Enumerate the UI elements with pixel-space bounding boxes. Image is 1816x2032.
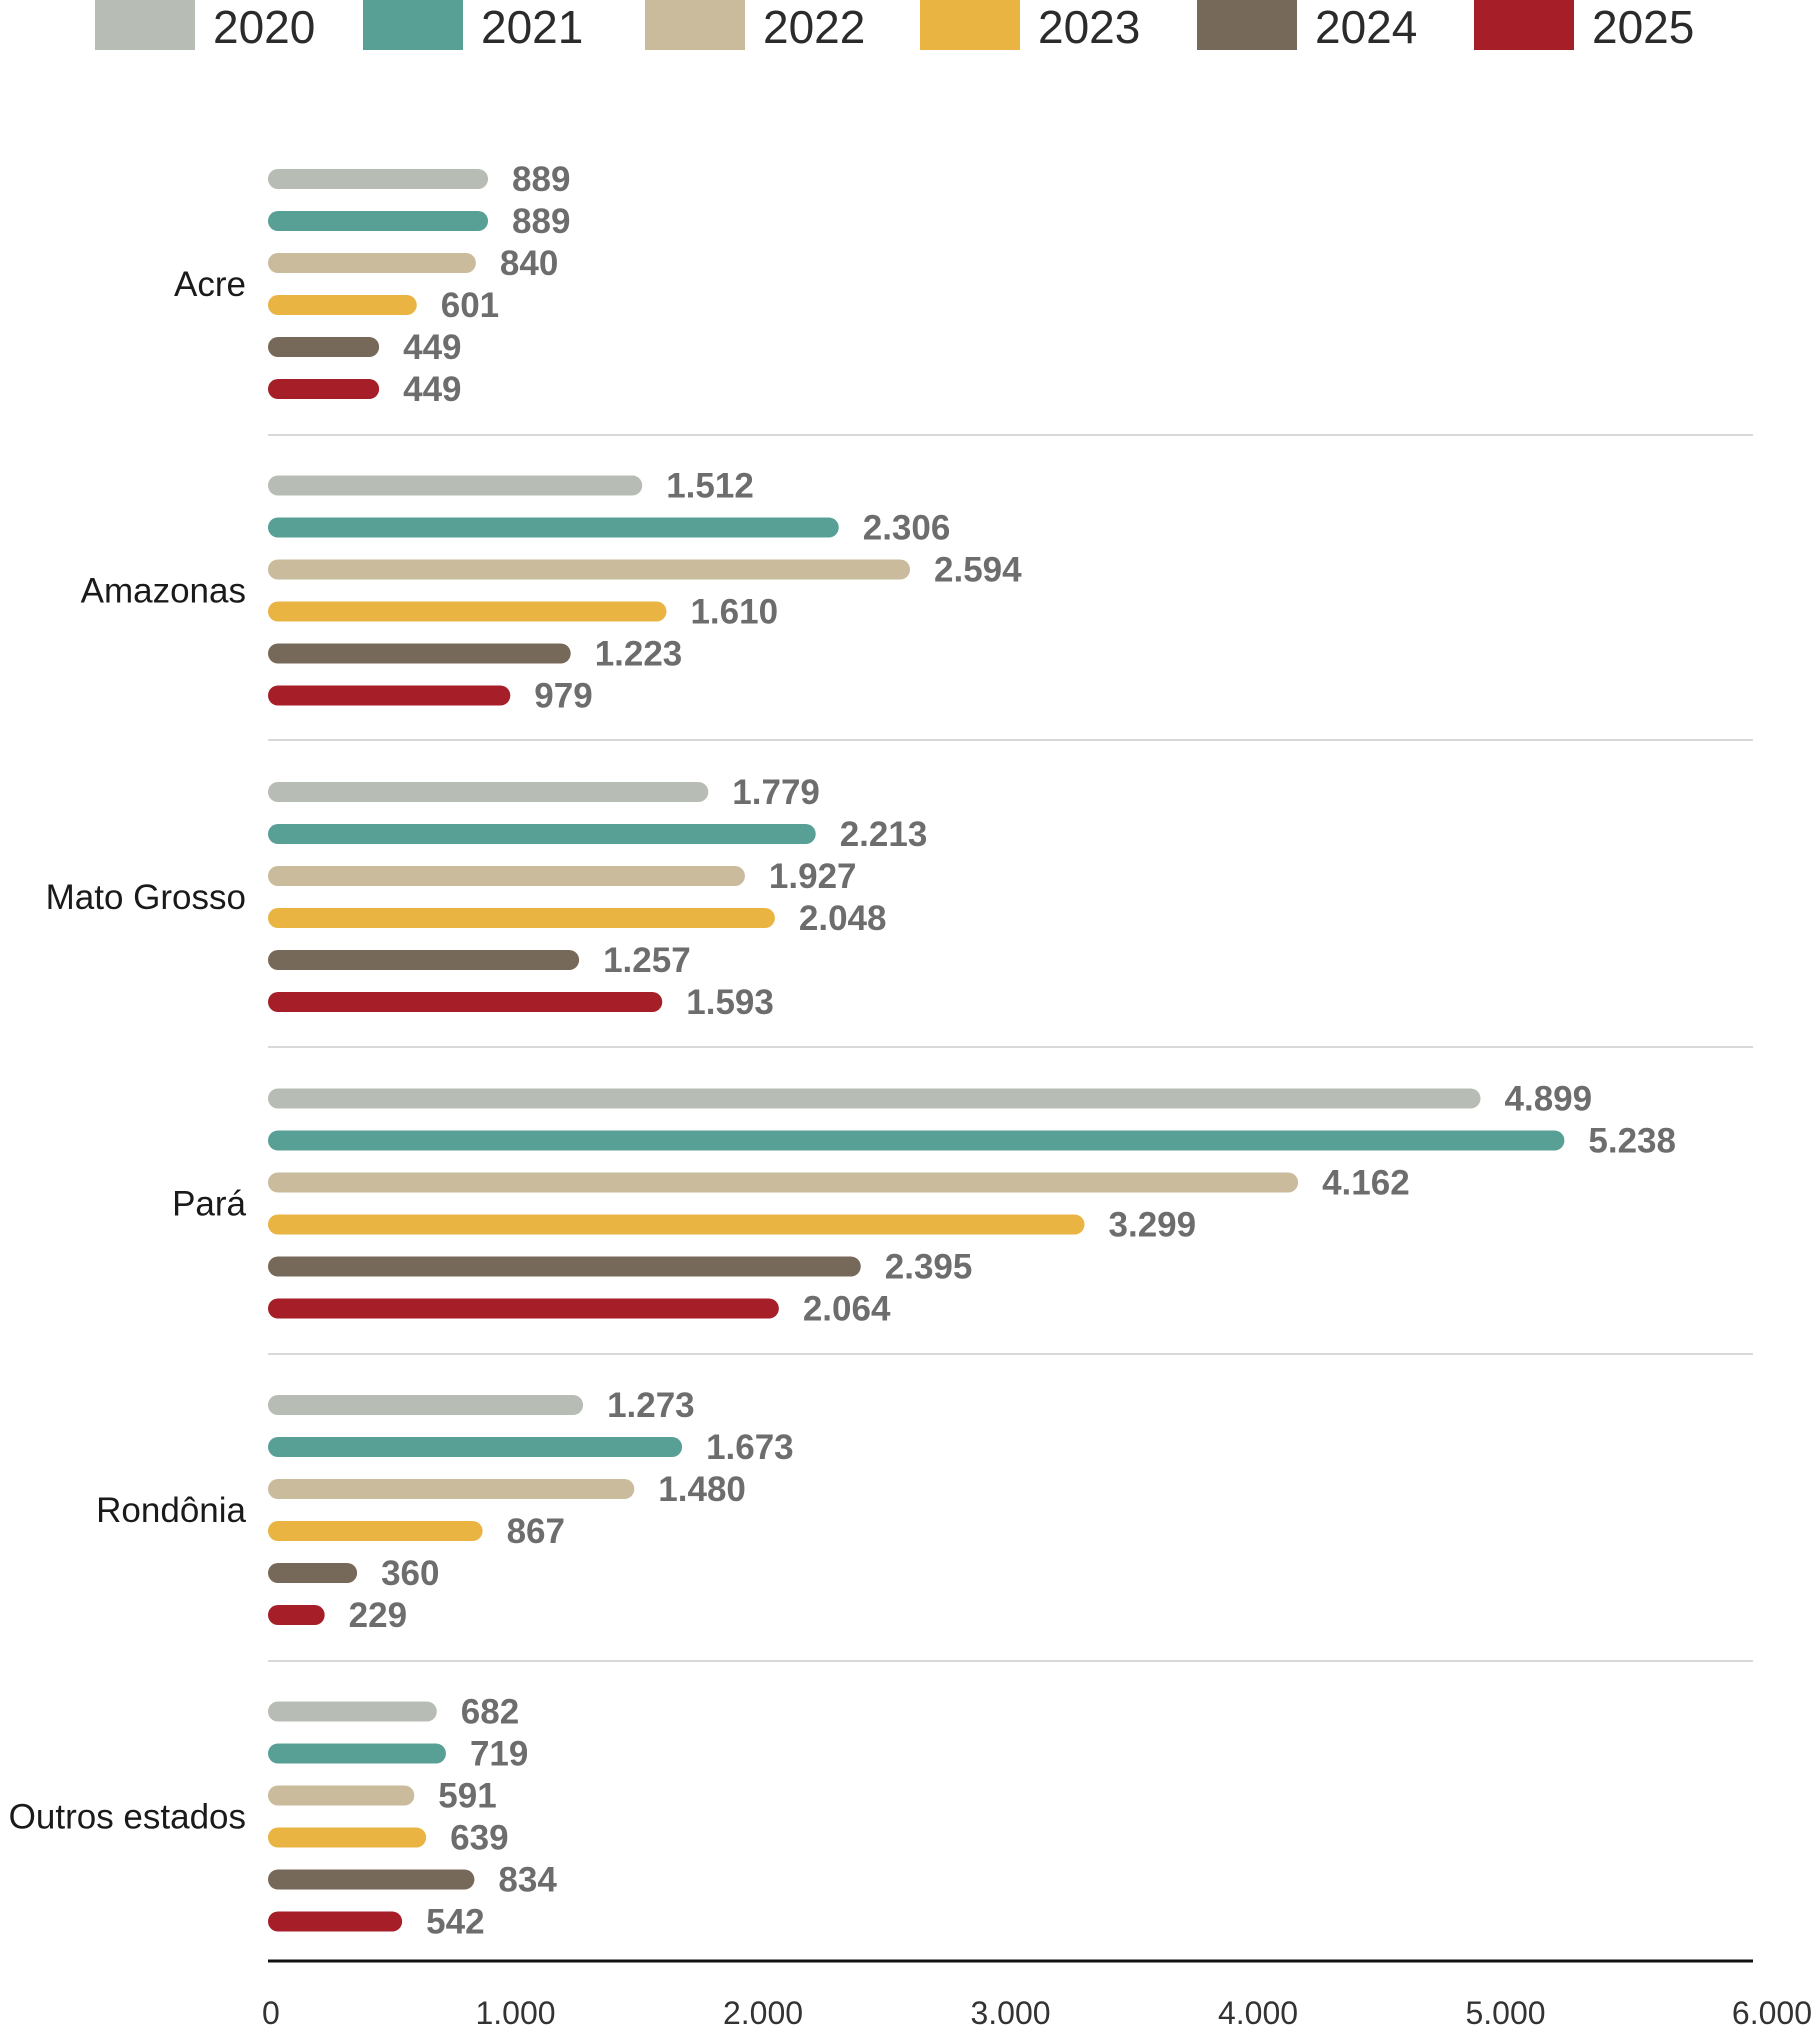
x-tick-label: 0 bbox=[262, 1995, 280, 2031]
x-tick-label: 6.000 bbox=[1732, 1995, 1812, 2031]
legend-swatch-2024 bbox=[1197, 0, 1297, 50]
category-label-amazonas: Amazonas bbox=[81, 572, 246, 611]
x-tick-label: 3.000 bbox=[970, 1995, 1050, 2031]
data-label-acre-2021: 889 bbox=[512, 202, 570, 241]
data-label-rondonia-2025: 229 bbox=[349, 1596, 407, 1635]
category-label-mato-grosso: Mato Grosso bbox=[46, 878, 246, 917]
legend-label-2021: 2021 bbox=[481, 1, 583, 53]
data-label-rondonia-2022: 1.480 bbox=[658, 1470, 746, 1509]
legend-swatch-2025 bbox=[1474, 0, 1574, 50]
data-label-acre-2025: 449 bbox=[403, 370, 461, 409]
legend-label-2022: 2022 bbox=[763, 1, 865, 53]
category-label-para: Pará bbox=[172, 1185, 246, 1224]
data-label-amazonas-2020: 1.512 bbox=[666, 467, 754, 506]
data-label-acre-2023: 601 bbox=[441, 286, 499, 325]
data-label-outros-estados-2022: 591 bbox=[438, 1777, 496, 1816]
data-label-acre-2024: 449 bbox=[403, 328, 461, 367]
category-labels: Acre Amazonas Mato Grosso Pará Rondônia Outro… bbox=[9, 265, 247, 1837]
x-tick-label: 4.000 bbox=[1218, 1995, 1298, 2031]
data-label-para-2020: 4.899 bbox=[1505, 1080, 1593, 1119]
legend-swatch-2020 bbox=[95, 0, 195, 50]
group-separators bbox=[268, 434, 1753, 1662]
data-label-rondonia-2023: 867 bbox=[507, 1512, 565, 1551]
data-label-amazonas-2021: 2.306 bbox=[863, 509, 951, 548]
data-label-mato-grosso-2023: 2.048 bbox=[799, 899, 887, 938]
data-label-para-2023: 3.299 bbox=[1109, 1206, 1197, 1245]
legend-label-2025: 2025 bbox=[1592, 1, 1694, 53]
data-label-amazonas-2024: 1.223 bbox=[595, 635, 683, 674]
category-label-acre: Acre bbox=[174, 265, 246, 304]
data-label-amazonas-2022: 2.594 bbox=[934, 551, 1022, 590]
legend-label-2023: 2023 bbox=[1038, 1, 1140, 53]
x-axis: 0 1.000 2.000 3.000 4.000 5.000 6.000 bbox=[262, 1959, 1812, 2031]
data-label-mato-grosso-2021: 2.213 bbox=[840, 815, 928, 854]
data-label-mato-grosso-2024: 1.257 bbox=[603, 941, 691, 980]
data-label-amazonas-2025: 979 bbox=[534, 677, 592, 716]
data-label-acre-2022: 840 bbox=[500, 244, 558, 283]
x-tick-label: 2.000 bbox=[723, 1995, 803, 2031]
data-label-para-2024: 2.395 bbox=[885, 1248, 973, 1287]
data-label-outros-estados-2020: 682 bbox=[461, 1693, 519, 1732]
data-label-outros-estados-2021: 719 bbox=[470, 1735, 528, 1774]
category-label-outros-estados: Outros estados bbox=[9, 1798, 246, 1837]
data-label-para-2025: 2.064 bbox=[803, 1290, 891, 1329]
data-label-mato-grosso-2022: 1.927 bbox=[769, 857, 857, 896]
x-tick-label: 1.000 bbox=[475, 1995, 555, 2031]
legend-label-2020: 2020 bbox=[213, 1, 315, 53]
data-label-amazonas-2023: 1.610 bbox=[690, 593, 778, 632]
data-label-rondonia-2024: 360 bbox=[381, 1554, 439, 1593]
legend: 2020 2021 2022 2023 2024 2025 bbox=[95, 0, 1694, 53]
legend-swatch-2022 bbox=[645, 0, 745, 50]
data-label-mato-grosso-2020: 1.779 bbox=[732, 773, 820, 812]
data-label-outros-estados-2025: 542 bbox=[426, 1903, 484, 1942]
legend-swatch-2021 bbox=[363, 0, 463, 50]
data-label-acre-2020: 889 bbox=[512, 160, 570, 199]
data-label-rondonia-2021: 1.673 bbox=[706, 1428, 794, 1467]
category-label-rondonia: Rondônia bbox=[96, 1491, 246, 1530]
data-label-mato-grosso-2025: 1.593 bbox=[686, 983, 774, 1022]
data-label-outros-estados-2024: 834 bbox=[498, 1861, 557, 1900]
bars: 8898898406014494491.5122.3062.5941.6101.… bbox=[268, 160, 1676, 1942]
data-label-para-2021: 5.238 bbox=[1588, 1122, 1676, 1161]
data-label-outros-estados-2023: 639 bbox=[450, 1819, 508, 1858]
legend-label-2024: 2024 bbox=[1315, 1, 1417, 53]
data-label-para-2022: 4.162 bbox=[1322, 1164, 1410, 1203]
x-tick-label: 5.000 bbox=[1465, 1995, 1545, 2031]
data-label-rondonia-2020: 1.273 bbox=[607, 1386, 695, 1425]
legend-swatch-2023 bbox=[920, 0, 1020, 50]
